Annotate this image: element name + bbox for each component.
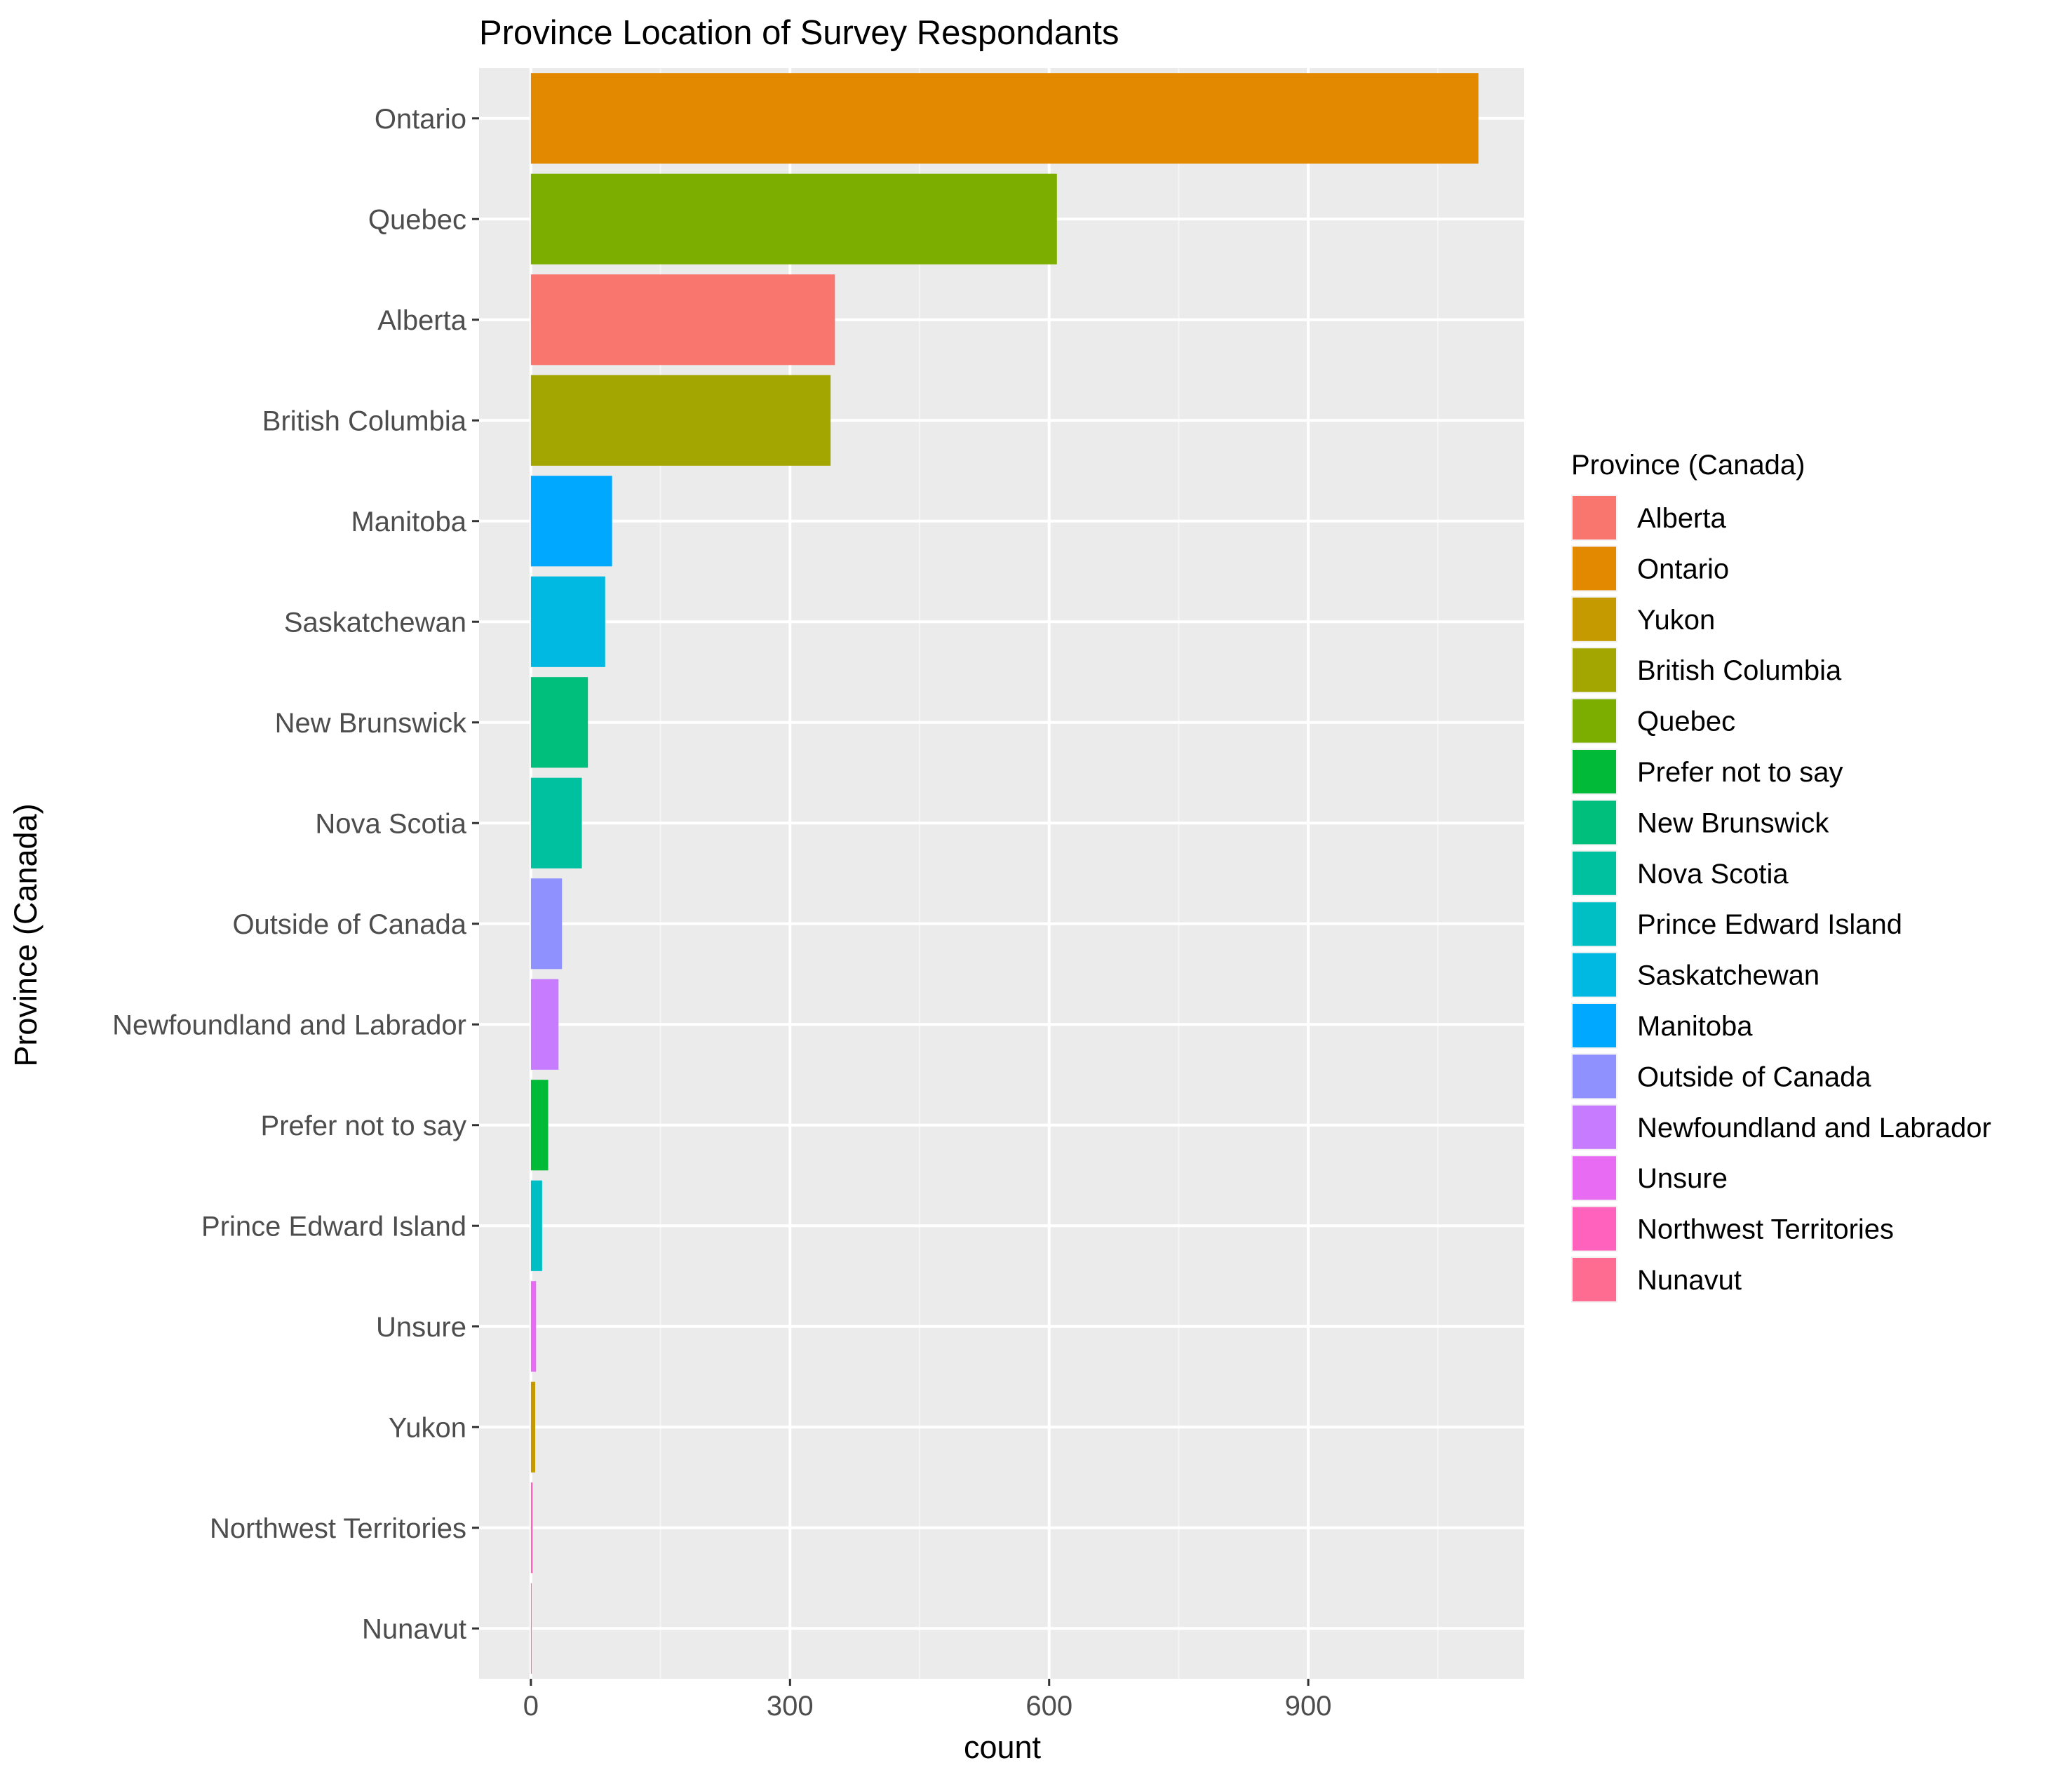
legend-label: Ontario bbox=[1637, 554, 1729, 584]
y-tick-label: Prefer not to say bbox=[261, 1111, 466, 1141]
legend-swatch-manitoba bbox=[1573, 1004, 1616, 1047]
y-tick-label: Outside of Canada bbox=[232, 909, 466, 940]
x-tick-label: 600 bbox=[1025, 1691, 1072, 1722]
y-tick-label: Nunavut bbox=[362, 1614, 466, 1644]
legend-swatch-british-columbia bbox=[1573, 648, 1616, 692]
y-tick-label: Yukon bbox=[389, 1412, 466, 1443]
legend-label: Alberta bbox=[1637, 503, 1726, 534]
bar-british-columbia bbox=[530, 375, 831, 466]
bar-northwest-territories bbox=[530, 1482, 533, 1574]
y-tick-label: Alberta bbox=[377, 305, 466, 336]
legend-swatch-newfoundland-and-labrador bbox=[1573, 1105, 1616, 1149]
legend-label: Nunavut bbox=[1637, 1265, 1742, 1296]
legend-label: Newfoundland and Labrador bbox=[1637, 1113, 1991, 1144]
bar-nova-scotia bbox=[530, 777, 582, 869]
x-tick-label: 300 bbox=[767, 1691, 814, 1722]
legend-swatch-nunavut bbox=[1573, 1258, 1616, 1301]
y-tick-label: Saskatchewan bbox=[284, 607, 466, 638]
y-tick-label: British Columbia bbox=[262, 405, 467, 436]
y-axis-title: Province (Canada) bbox=[8, 803, 43, 1066]
legend-label: Quebec bbox=[1637, 706, 1735, 737]
bar-manitoba bbox=[530, 476, 612, 567]
y-tick-label: Nova Scotia bbox=[315, 808, 466, 839]
legend-label: Northwest Territories bbox=[1637, 1214, 1894, 1245]
plot-area: Ontario Quebec Alberta British Columbia Mani… bbox=[112, 68, 1524, 1722]
x-axis-title: count bbox=[964, 1729, 1042, 1765]
y-tick-label: Quebec bbox=[368, 204, 466, 235]
legend-swatch-saskatchewan bbox=[1573, 953, 1616, 997]
legend-label: Manitoba bbox=[1637, 1011, 1753, 1042]
bar-outside-of-canada bbox=[530, 878, 563, 970]
x-tick-label: 900 bbox=[1285, 1691, 1332, 1722]
bar-ontario bbox=[530, 73, 1479, 164]
bar-saskatchewan bbox=[530, 576, 605, 667]
legend-swatch-alberta bbox=[1573, 496, 1616, 539]
y-tick-label: Prince Edward Island bbox=[201, 1211, 466, 1242]
legend-swatch-ontario bbox=[1573, 546, 1616, 591]
legend-label: British Columbia bbox=[1637, 655, 1842, 686]
y-tick-label: Unsure bbox=[376, 1312, 466, 1343]
legend-swatch-prince-edward-island bbox=[1573, 902, 1616, 946]
bar-alberta bbox=[530, 274, 835, 366]
legend-label: Prince Edward Island bbox=[1637, 909, 1902, 940]
legend-swatch-quebec bbox=[1573, 699, 1616, 743]
legend-swatch-unsure bbox=[1573, 1156, 1616, 1200]
bar-prefer-not-to-say bbox=[530, 1080, 549, 1171]
legend-label: Nova Scotia bbox=[1637, 859, 1789, 890]
legend-label: New Brunswick bbox=[1637, 807, 1829, 838]
bar-quebec bbox=[530, 173, 1057, 264]
y-tick-label: New Brunswick bbox=[275, 708, 467, 739]
bar-newfoundland-and-labrador bbox=[530, 979, 559, 1070]
legend-label: Prefer not to say bbox=[1637, 757, 1843, 788]
legend-label: Outside of Canada bbox=[1637, 1061, 1871, 1092]
legend-label: Yukon bbox=[1637, 605, 1715, 636]
legend-swatch-northwest-territories bbox=[1573, 1207, 1616, 1251]
bar-nunavut bbox=[530, 1583, 532, 1674]
legend-title: Province (Canada) bbox=[1571, 450, 1805, 481]
chart-title: Province Location of Survey Respondants bbox=[479, 14, 1119, 52]
y-tick-label: Manitoba bbox=[351, 507, 466, 537]
legend-swatch-outside-of-canada bbox=[1573, 1054, 1616, 1099]
legend-label: Unsure bbox=[1637, 1163, 1728, 1194]
legend: Province (Canada) Alberta Ontario Yukon Bri… bbox=[1571, 450, 1991, 1303]
legend-label: Saskatchewan bbox=[1637, 960, 1819, 991]
x-tick-label: 0 bbox=[523, 1691, 539, 1722]
bar-prince-edward-island bbox=[530, 1180, 542, 1271]
y-tick-label: Newfoundland and Labrador bbox=[112, 1010, 466, 1040]
y-tick-label: Ontario bbox=[375, 104, 466, 135]
legend-swatch-yukon bbox=[1573, 597, 1616, 641]
bar-yukon bbox=[530, 1381, 536, 1473]
bar-unsure bbox=[530, 1281, 537, 1372]
legend-swatch-new-brunswick bbox=[1573, 800, 1616, 845]
y-tick-label: Northwest Territories bbox=[210, 1513, 466, 1544]
legend-swatch-nova-scotia bbox=[1573, 851, 1616, 895]
bar-new-brunswick bbox=[530, 677, 588, 768]
legend-swatch-prefer-not-to-say bbox=[1573, 750, 1616, 793]
